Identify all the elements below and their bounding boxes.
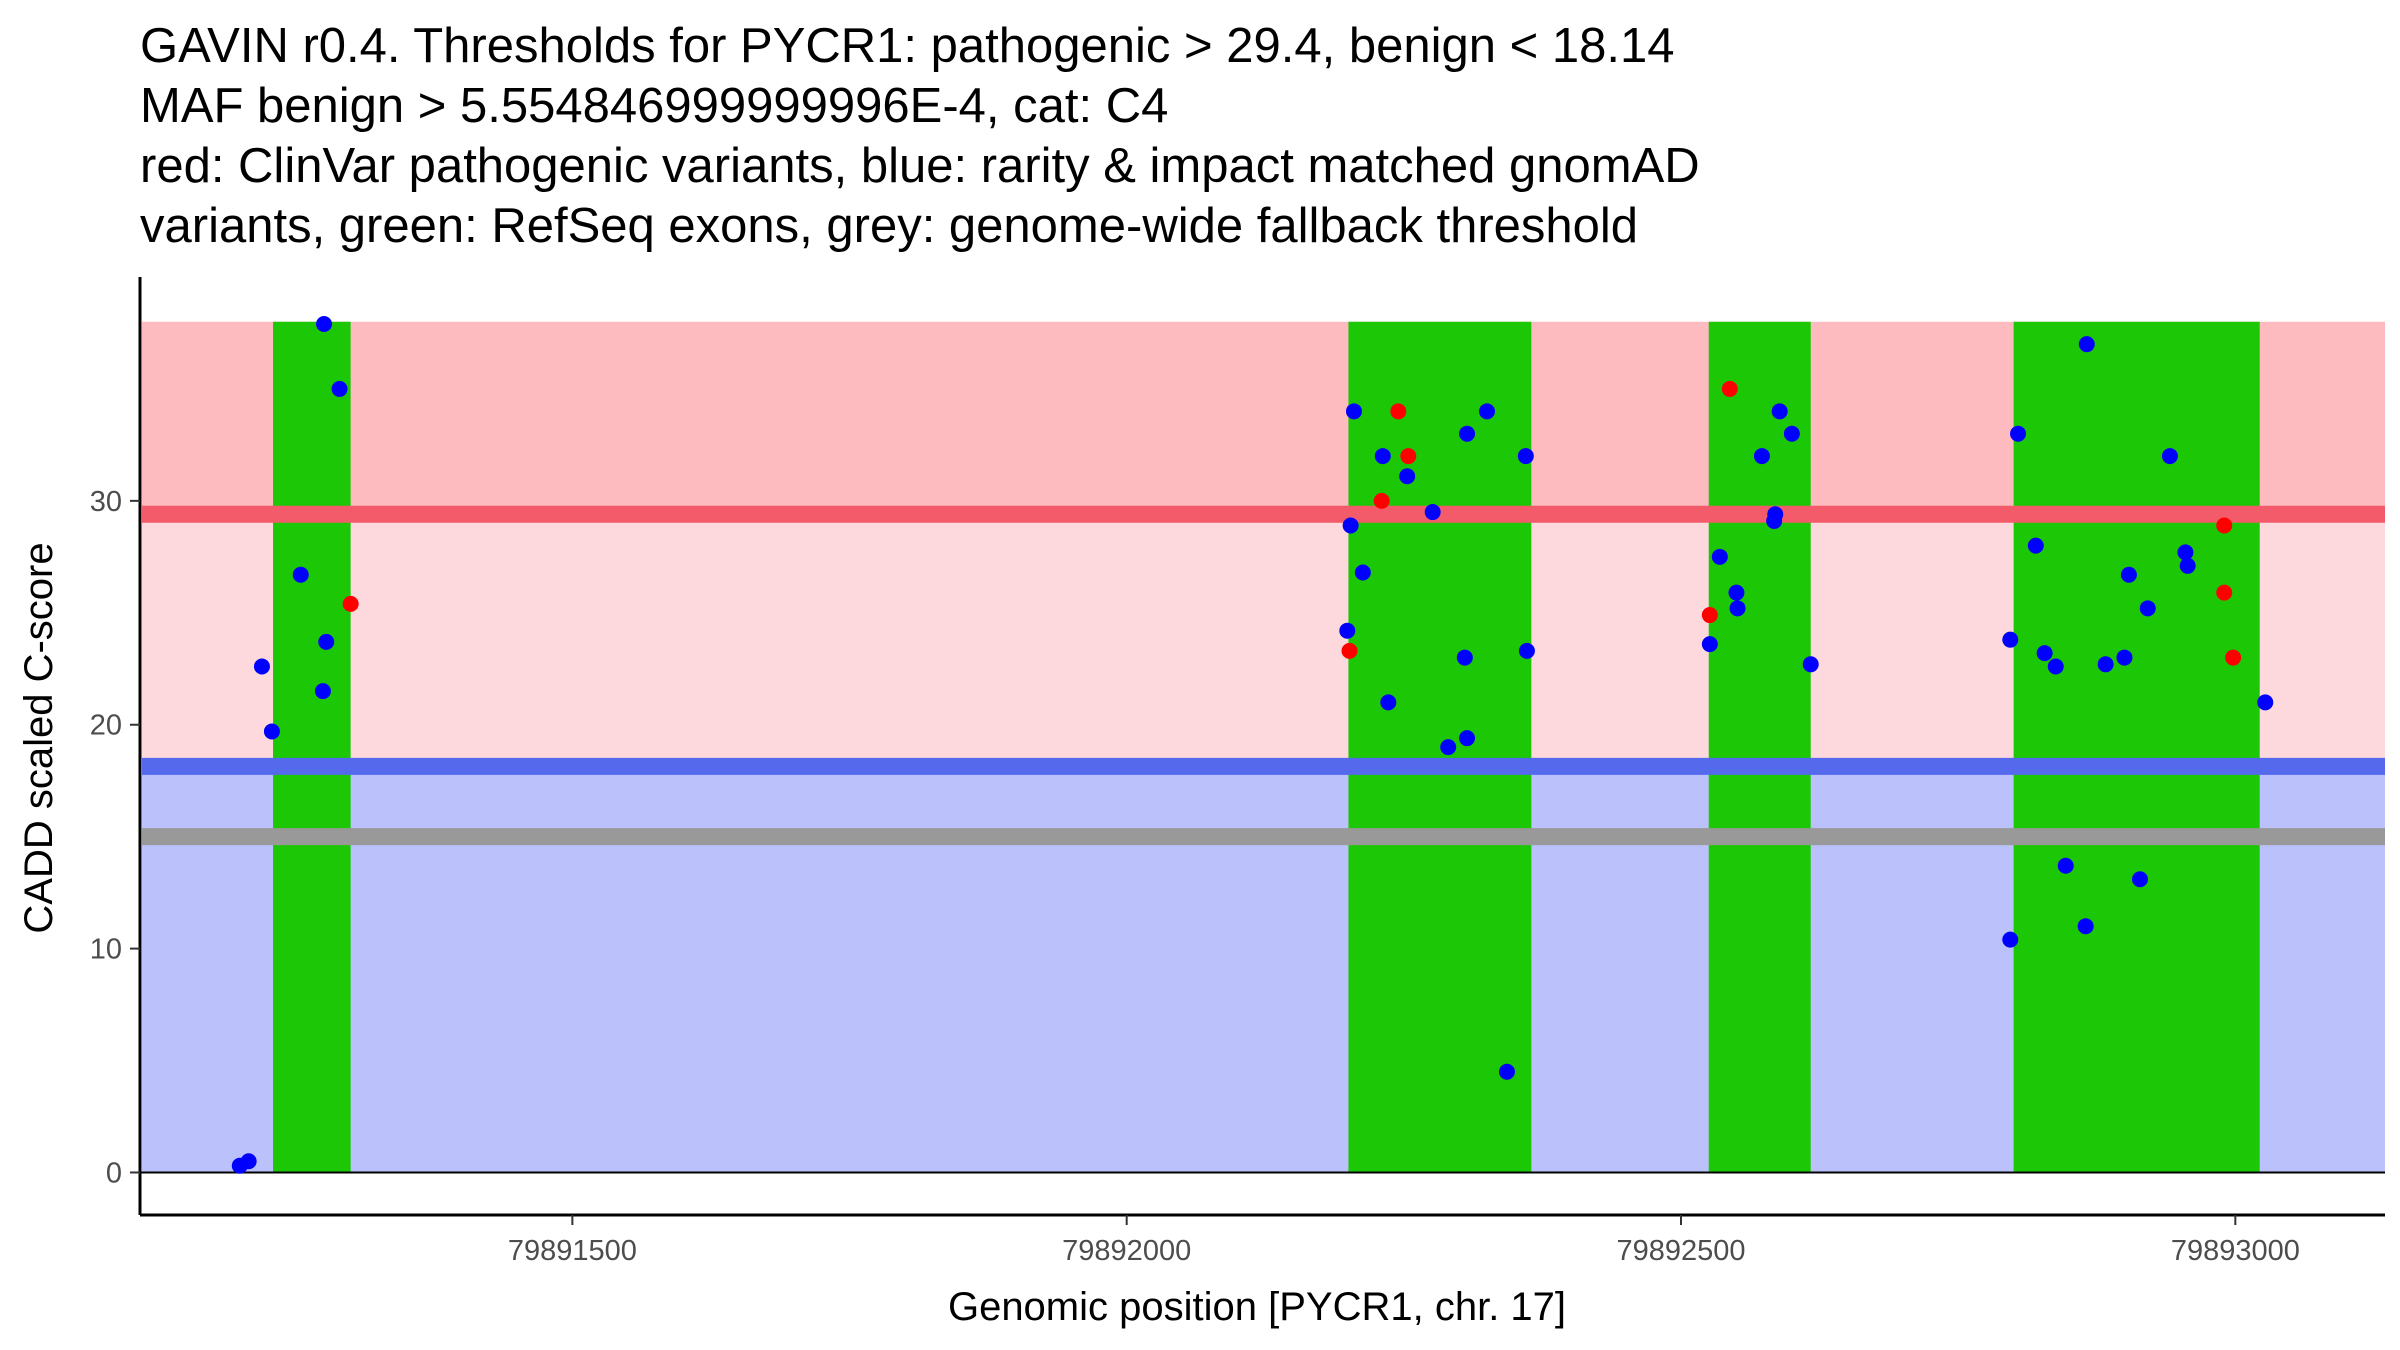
gnomad-variant-point (2120, 566, 2137, 583)
gnomad-variant-point (2036, 645, 2053, 662)
axes: 0 10 20 30 79891500 79892000 79892500 79893000 (90, 277, 2385, 1267)
pathogenic-variant-point (2216, 517, 2233, 534)
gnomad-variant-point (263, 723, 280, 740)
gnomad-variant-point (1374, 448, 1391, 465)
gnomad-variant-point (2002, 931, 2019, 948)
gnomad-variant-point (2027, 537, 2044, 554)
gnomad-variant-point (1728, 584, 1745, 601)
pathogenic-variant-point (1373, 492, 1390, 509)
title-line-4: variants, green: RefSeq exons, grey: gen… (140, 199, 1638, 253)
gnomad-variant-point (240, 1153, 257, 1170)
gnomad-variant-point (253, 658, 270, 675)
y-axis-title: CADD scaled C-score (17, 542, 61, 933)
gnomad-variant-point (2177, 544, 2194, 561)
y-tick-label: 20 (90, 710, 122, 742)
gnomad-variant-point (1783, 425, 1800, 442)
gnomad-variant-point (2131, 871, 2148, 888)
gnomad-variant-point (1498, 1063, 1515, 1080)
gnomad-variant-point (1399, 468, 1416, 485)
gnomad-variant-point (1459, 730, 1476, 747)
x-tick-label: 79892500 (1616, 1235, 1745, 1267)
gnomad-variant-point (1518, 642, 1535, 659)
pathogenic-variant-point (2225, 649, 2242, 666)
gnomad-variant-point (2161, 448, 2178, 465)
y-tick-label: 0 (106, 1157, 122, 1189)
exon-4 (2013, 321, 2260, 1173)
gnomad-variant-point (2047, 658, 2064, 675)
gnomad-variant-point (1771, 403, 1788, 420)
gnomad-variant-point (2139, 600, 2156, 617)
gnomad-variant-point (314, 683, 331, 700)
gnomad-variant-point (1729, 600, 1746, 617)
gnomad-variant-point (1440, 739, 1457, 756)
x-tick-label: 79892000 (1062, 1235, 1191, 1267)
plot-area (140, 316, 2385, 1174)
gnomad-variant-point (1802, 656, 1819, 673)
exon-2 (1348, 321, 1532, 1173)
gnomad-variant-point (2097, 656, 2114, 673)
gnomad-variant-point (1767, 506, 1784, 523)
gnomad-variant-point (1342, 517, 1359, 534)
title-line-2: MAF benign > 5.554846999999996E-4, cat: … (140, 79, 1168, 133)
gnomad-variant-point (1711, 548, 1728, 565)
y-tick-label: 30 (90, 486, 122, 518)
gnomad-variant-point (1424, 504, 1441, 521)
gnomad-variant-point (1753, 448, 1770, 465)
chart-title: GAVIN r0.4. Thresholds for PYCR1: pathog… (140, 19, 1700, 253)
pathogenic-band (142, 321, 2385, 515)
gnomad-variant-point (2257, 694, 2274, 711)
gnomad-variant-point (331, 380, 348, 397)
gnomad-variant-point (2116, 649, 2133, 666)
gnomad-variant-point (1380, 694, 1397, 711)
pathogenic-variant-point (1341, 642, 1358, 659)
title-line-3: red: ClinVar pathogenic variants, blue: … (140, 139, 1700, 193)
pathogenic-variant-point (342, 595, 359, 612)
pathogenic-variant-point (1701, 607, 1718, 624)
gnomad-variant-point (1459, 425, 1476, 442)
x-tick-label: 79893000 (2171, 1235, 2300, 1267)
gnomad-variant-point (2002, 631, 2019, 648)
y-tick-label: 10 (90, 934, 122, 966)
gnomad-variant-point (316, 316, 333, 333)
gnomad-variant-point (2077, 918, 2094, 935)
gnomad-variant-point (1456, 649, 1473, 666)
gnomad-variant-point (2179, 557, 2196, 574)
gnomad-variant-point (1517, 448, 1534, 465)
gnomad-variant-point (1479, 403, 1495, 420)
gnomad-variant-point (2078, 336, 2095, 353)
gnomad-variant-point (1354, 564, 1371, 581)
gnomad-variant-point (318, 633, 335, 650)
gnomad-variant-point (1339, 622, 1356, 639)
x-axis-title: Genomic position [PYCR1, chr. 17] (948, 1285, 1566, 1329)
gnomad-variant-point (292, 566, 309, 583)
pathogenic-variant-point (1721, 380, 1738, 397)
pathogenic-variant-point (1390, 403, 1407, 420)
exon-1 (273, 321, 351, 1173)
gnomad-variant-point (2010, 425, 2027, 442)
pathogenic-variant-point (2216, 584, 2233, 601)
title-line-1: GAVIN r0.4. Thresholds for PYCR1: pathog… (140, 19, 1674, 73)
gnomad-variant-point (1701, 636, 1718, 653)
pathogenic-variant-point (1400, 448, 1417, 465)
x-tick-label: 79891500 (508, 1235, 637, 1267)
gnomad-variant-point (1345, 403, 1362, 420)
gnomad-variant-point (2057, 857, 2074, 874)
